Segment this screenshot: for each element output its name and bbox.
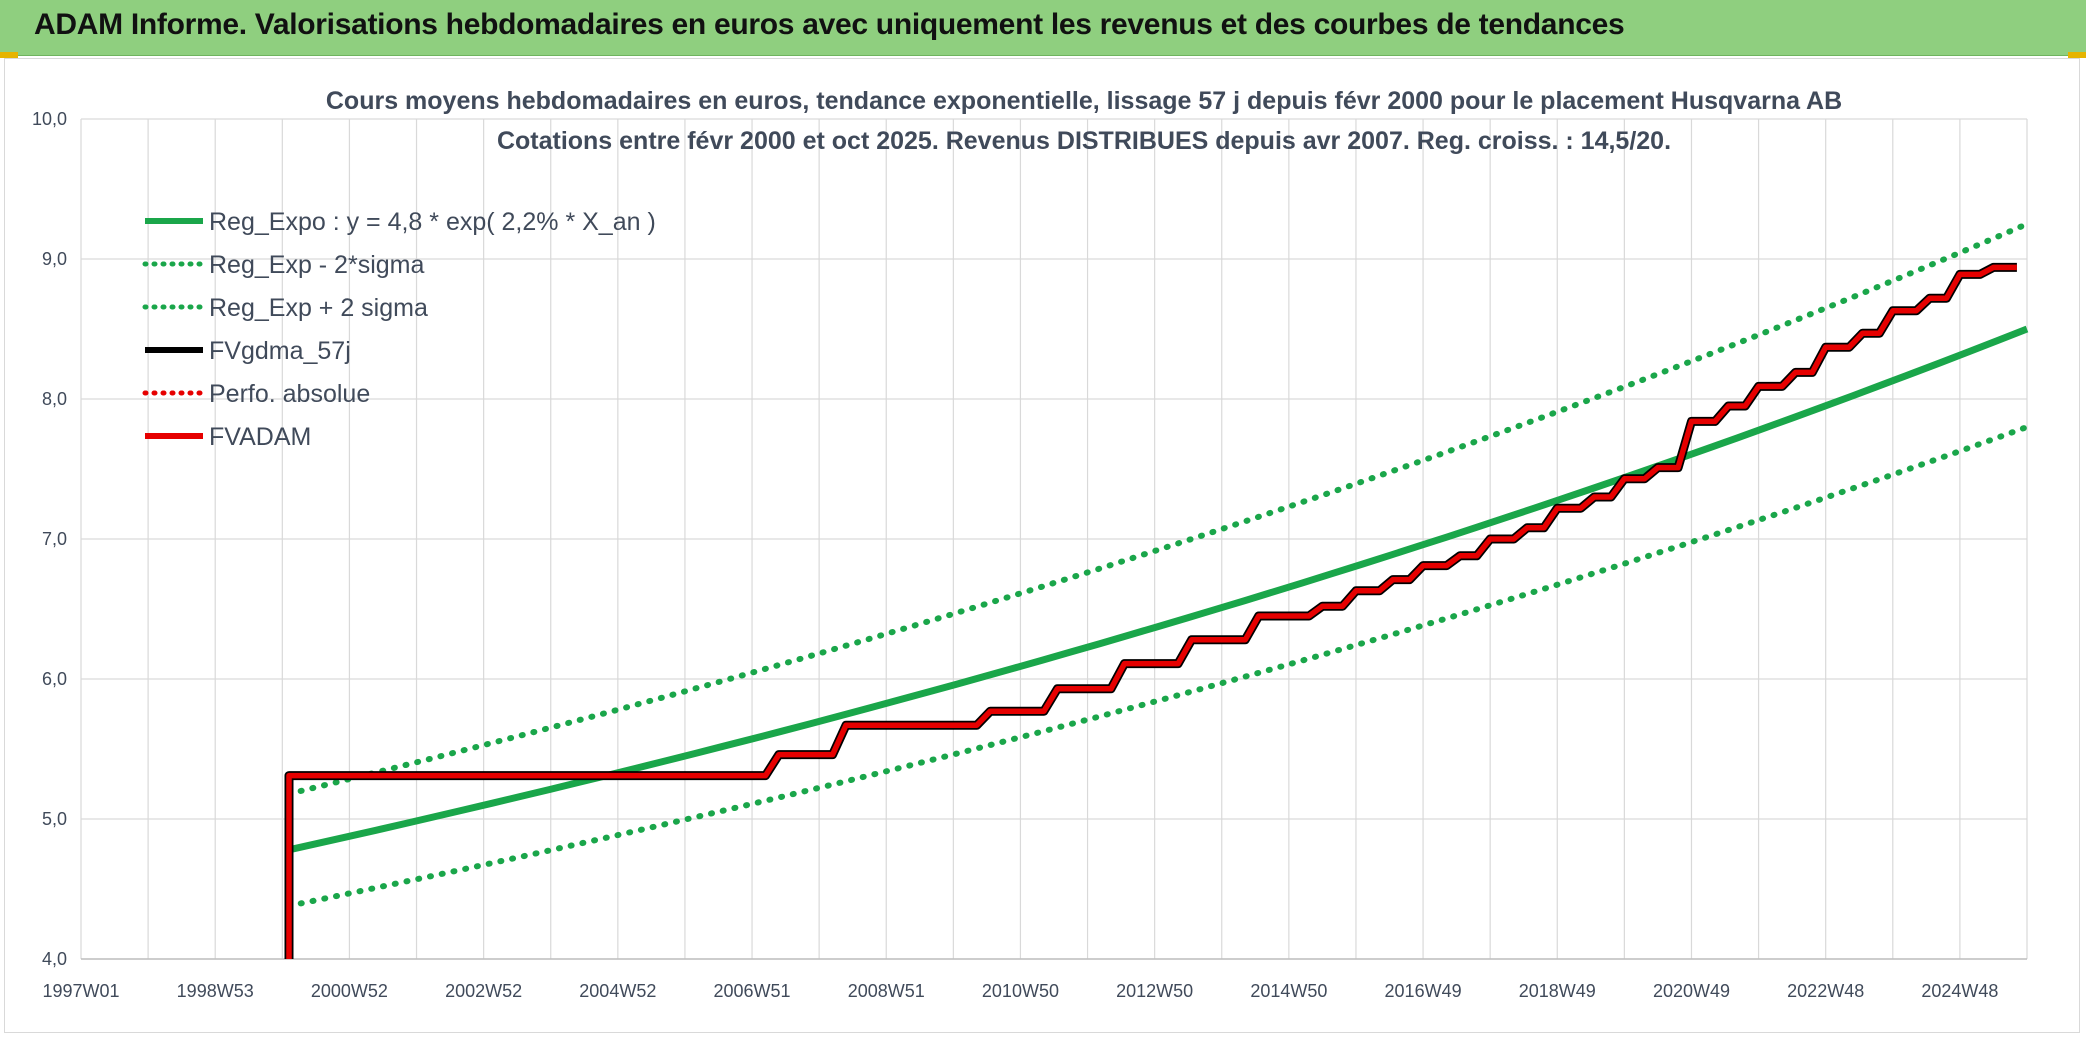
series-reg-expo bbox=[288, 325, 2029, 854]
series-reg-exp-minus-2sigma bbox=[286, 424, 2030, 909]
legend-label: FVADAM bbox=[209, 423, 311, 451]
series-layer bbox=[284, 221, 2030, 959]
x-tick-label: 1998W53 bbox=[177, 981, 254, 1001]
legend-label: Reg_Exp + 2 sigma bbox=[209, 294, 428, 322]
x-tick-label: 2024W48 bbox=[1921, 981, 1998, 1001]
report-title: ADAM Informe. Valorisations hebdomadaire… bbox=[34, 8, 1625, 41]
x-tick-label: 2014W50 bbox=[1250, 981, 1327, 1001]
x-tick-label: 2000W52 bbox=[311, 981, 388, 1001]
legend-label: Perfo. absolue bbox=[209, 380, 370, 408]
corner-mark-left bbox=[0, 52, 18, 58]
series-reg-exp-plus-2sigma bbox=[286, 221, 2030, 797]
x-tick-label: 2020W49 bbox=[1653, 981, 1730, 1001]
y-tick-label: 4,0 bbox=[42, 949, 67, 969]
y-tick-label: 8,0 bbox=[42, 389, 67, 409]
x-tick-label: 2006W51 bbox=[714, 981, 791, 1001]
x-tick-label: 2002W52 bbox=[445, 981, 522, 1001]
axis-labels: 4,0 5,0 6,0 7,0 8,0 9,0 10,0 1997W01 1998W53 2000… bbox=[32, 109, 1998, 1001]
x-tick-label: 2008W51 bbox=[848, 981, 925, 1001]
x-tick-label: 1997W01 bbox=[42, 981, 119, 1001]
x-tick-label: 2016W49 bbox=[1385, 981, 1462, 1001]
y-tick-label: 9,0 bbox=[42, 249, 67, 269]
chart-title-line: Cours moyens hebdomadaires en euros, ten… bbox=[326, 87, 1842, 115]
y-tick-label: 6,0 bbox=[42, 669, 67, 689]
legend-label: Reg_Exp - 2*sigma bbox=[209, 251, 424, 279]
legend-label: FVgdma_57j bbox=[209, 337, 351, 365]
chart-legend: Reg_Expo : y = 4,8 * exp( 2,2% * X_an ) R… bbox=[142, 208, 656, 451]
x-tick-label: 2004W52 bbox=[579, 981, 656, 1001]
line-chart: 4,0 5,0 6,0 7,0 8,0 9,0 10,0 1997W01 1998W53 2000… bbox=[32, 87, 2030, 1001]
corner-mark-right bbox=[2068, 52, 2086, 58]
x-tick-label: 2022W48 bbox=[1787, 981, 1864, 1001]
chart-title: Cours moyens hebdomadaires en euros, ten… bbox=[326, 87, 1842, 155]
series-fvgdma-57j bbox=[284, 262, 2017, 959]
legend-label: Reg_Expo : y = 4,8 * exp( 2,2% * X_an ) bbox=[209, 208, 656, 236]
y-tick-label: 10,0 bbox=[32, 109, 67, 129]
y-tick-label: 7,0 bbox=[42, 529, 67, 549]
chart-area: 4,0 5,0 6,0 7,0 8,0 9,0 10,0 1997W01 1998W53 2000… bbox=[4, 58, 2080, 1033]
chart-title-line: Cotations entre févr 2000 et oct 2025. R… bbox=[497, 127, 1671, 155]
report-header: ADAM Informe. Valorisations hebdomadaire… bbox=[0, 0, 2086, 56]
x-tick-label: 2010W50 bbox=[982, 981, 1059, 1001]
x-tick-label: 2018W49 bbox=[1519, 981, 1596, 1001]
y-tick-label: 5,0 bbox=[42, 809, 67, 829]
series-fvadam bbox=[286, 264, 2017, 959]
x-tick-label: 2012W50 bbox=[1116, 981, 1193, 1001]
